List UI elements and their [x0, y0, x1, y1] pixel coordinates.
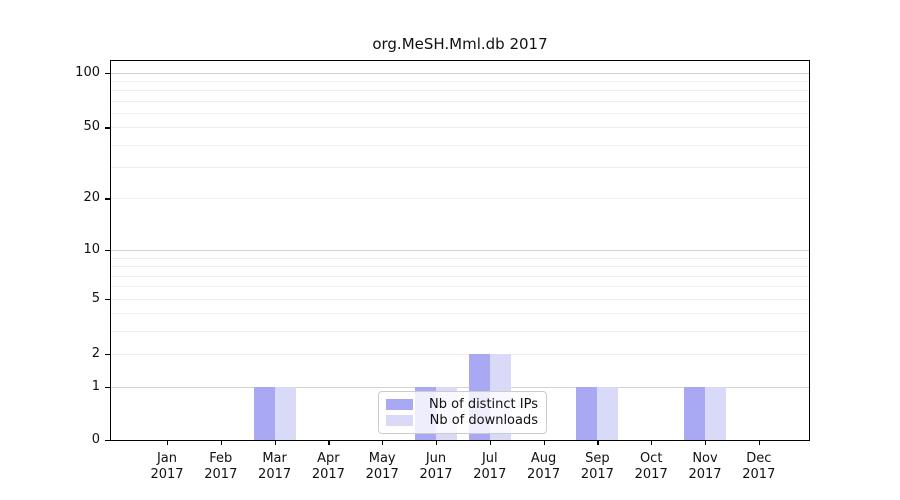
x-tick-mark	[328, 440, 330, 445]
gridline-minor	[111, 144, 809, 146]
legend-label: Nb of downloads	[429, 413, 538, 429]
gridline-minor	[111, 313, 809, 315]
x-tick-mark	[597, 440, 599, 445]
gridline-minor	[111, 81, 809, 83]
gridline-minor	[111, 286, 809, 288]
bar	[576, 386, 598, 440]
x-tick-label: Aug 2017	[527, 451, 561, 482]
bar	[274, 386, 296, 440]
x-tick-mark	[382, 440, 384, 445]
gridline-major	[111, 250, 809, 252]
y-tick-label: 0	[91, 432, 100, 447]
x-tick-mark	[543, 440, 545, 445]
y-tick-label: 2	[91, 346, 100, 362]
gridline-minor	[111, 354, 809, 356]
gridline-minor	[111, 257, 809, 259]
y-tick-label: 1	[91, 378, 100, 394]
legend-item-distinct-ips: Nb of distinct IPs	[386, 397, 538, 412]
y-tick-mark	[105, 440, 110, 442]
y-tick-mark	[105, 127, 110, 129]
legend-item-downloads: Nb of downloads	[386, 413, 538, 428]
gridline-minor	[111, 167, 809, 169]
x-tick-label: Mar 2017	[258, 451, 292, 482]
gridline-minor	[111, 100, 809, 102]
x-tick-mark	[167, 440, 169, 445]
x-tick-label: Oct 2017	[634, 451, 668, 482]
gridline-minor	[111, 127, 809, 129]
legend-label: Nb of distinct IPs	[429, 396, 538, 412]
x-tick-label: May 2017	[365, 451, 399, 482]
gridline-minor	[111, 331, 809, 333]
bar	[684, 386, 705, 440]
legend-swatch-downloads-icon	[386, 415, 413, 427]
y-tick-mark	[105, 298, 110, 300]
x-tick-label: Sep 2017	[580, 451, 614, 482]
y-tick-mark	[105, 250, 110, 252]
bar	[597, 386, 619, 440]
x-tick-label: Feb 2017	[204, 451, 238, 482]
gridline-major	[111, 72, 809, 74]
y-tick-label: 10	[83, 242, 100, 258]
x-tick-label: Jan 2017	[150, 451, 184, 482]
x-tick-mark	[758, 440, 761, 445]
gridline-minor	[111, 90, 809, 92]
x-tick-mark	[705, 440, 707, 445]
y-tick-mark	[105, 354, 110, 356]
x-tick-label: Dec 2017	[742, 451, 776, 482]
gridline-minor	[111, 198, 809, 200]
x-tick-label: Nov 2017	[688, 451, 722, 482]
legend-swatch-distinct-ips-icon	[386, 398, 413, 410]
gridline-minor	[111, 275, 809, 277]
y-tick-label: 50	[83, 119, 100, 135]
legend: Nb of distinct IPs Nb of downloads	[378, 391, 547, 434]
gridline-major	[111, 386, 809, 388]
chart-title: org.MeSH.Mml.db 2017	[372, 35, 548, 53]
bar	[705, 386, 726, 440]
y-tick-mark	[105, 198, 110, 200]
y-tick-label: 5	[91, 290, 100, 306]
gridline-minor	[111, 113, 809, 115]
x-tick-mark	[436, 440, 438, 445]
bar	[253, 386, 275, 440]
x-tick-label: Apr 2017	[311, 451, 345, 482]
y-tick-label: 100	[75, 64, 100, 80]
plot-area: Nb of distinct IPs Nb of downloads	[110, 60, 810, 441]
x-tick-label: Jul 2017	[473, 451, 507, 482]
x-tick-mark	[220, 440, 223, 445]
y-tick-mark	[105, 386, 110, 388]
x-tick-mark	[489, 440, 492, 445]
y-tick-mark	[105, 72, 110, 75]
gridline-minor	[111, 266, 809, 268]
gridline-minor	[111, 298, 809, 300]
x-tick-mark	[651, 440, 653, 445]
y-tick-label: 20	[83, 190, 100, 206]
x-tick-mark	[274, 440, 276, 445]
x-tick-label: Jun 2017	[419, 451, 453, 482]
